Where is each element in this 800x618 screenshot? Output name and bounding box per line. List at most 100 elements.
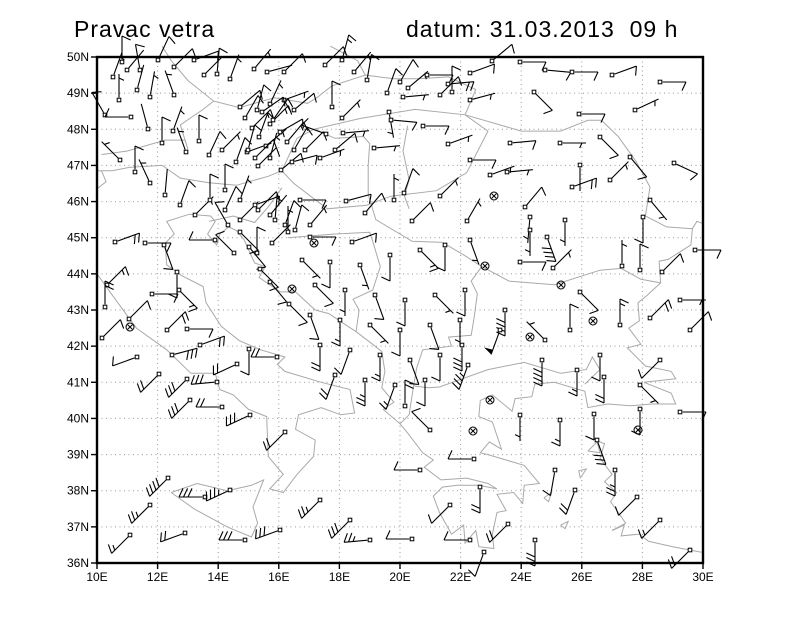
wind-barb [489,191,499,201]
wind-barb [431,352,443,382]
wind-barb [339,287,348,316]
lon-tick-label: 14E [208,570,229,584]
wind-barb [188,231,218,243]
wind-barb [456,287,468,317]
wind-barb [233,137,252,165]
lat-tick-label: 45N [67,231,89,245]
wind-barb [467,63,495,76]
wind-barbs [91,34,722,577]
wind-barb [138,159,153,186]
wind-barb [385,530,415,542]
wind-barb [240,346,252,376]
lon-tick-label: 28E [632,570,653,584]
wind-barb [657,79,687,91]
wind-barb [267,80,284,107]
wind-barb [667,547,693,569]
wind-barb [302,131,328,153]
wind-barb [254,84,272,113]
wind-barb [214,47,228,77]
wind-barb [104,266,130,288]
wind-barb [396,297,408,327]
wind-barb [164,376,190,398]
wind-barb [588,316,598,326]
wind-barb [112,354,140,367]
wind-barb [567,303,579,333]
coastline [578,468,588,479]
wind-barb [176,127,189,155]
wind-barb [504,169,533,176]
lon-tick-label: 20E [389,570,410,584]
wind-barb [416,377,428,407]
lat-tick-label: 43N [67,303,89,317]
wind-barb [159,116,171,146]
wind-barb [262,429,288,451]
coastline [170,478,265,538]
wind-barb [372,292,385,320]
wind-barb [334,347,353,375]
wind-barb [297,197,327,209]
wind-barb [541,234,557,262]
wind-barb [250,348,280,360]
axis-ticks-labels: 50N 49N 48N 47N 46N 45N 44N 43N 42N 41N 40N 39N 38N 3… [67,50,714,584]
wind-barb [162,169,168,198]
wind-barb [400,94,429,101]
wind-barb [339,34,357,63]
lat-tick-label: 39N [67,448,89,462]
wind-barb [437,177,459,199]
lat-tick-label: 47N [67,158,89,172]
wind-barb [149,291,179,303]
wind-barb [145,475,171,497]
wind-barb [269,224,291,246]
wind-barb [176,287,198,313]
wind-barb [317,148,345,161]
wind-barb [471,484,483,514]
wind-barb [147,71,159,100]
lat-tick-label: 50N [67,50,89,64]
wind-barb [343,193,372,204]
coastline [365,74,477,115]
wind-barb [287,284,297,294]
wind-barb [215,230,237,256]
wind-barb [242,95,264,121]
coastline [586,436,627,531]
wind-barb [525,332,535,342]
wind-barb [585,411,597,441]
wind-barb [454,317,463,346]
wind-barb [102,280,114,310]
lat-tick-label: 42N [67,339,89,353]
wind-barb [126,300,152,322]
chart-date-label: datum: 31.03.2013 09 h [406,16,679,42]
wind-barb [595,374,607,404]
wind-barb [307,312,320,340]
wind-barb [270,98,294,123]
lat-tick-label: 37N [67,520,89,534]
wind-barb [218,531,248,543]
wind-barb [196,114,208,144]
wind-barb [556,280,566,290]
wind-barb [381,252,393,282]
wind-barb [559,217,568,246]
wind-barb [252,139,278,161]
lat-tick-label: 44N [67,267,89,281]
wind-barb [164,311,190,333]
wind-barb [577,289,599,315]
wind-barb [125,322,135,332]
wind-barb [307,234,337,246]
wind-barb [170,106,185,134]
wind-barb [609,65,637,78]
wind-barb [687,311,713,333]
wind-barb [391,327,403,357]
wind-barb [634,214,646,244]
wind-barb [167,397,193,419]
lat-tick-label: 36N [67,556,89,570]
wind-barb [364,53,380,83]
lat-tick-label: 41N [67,375,89,389]
wind-barb [388,117,418,131]
wind-barb [557,140,586,149]
wind-barb [195,398,225,410]
wind-barb [160,530,188,543]
wind-barb [312,282,334,308]
wind-barb [197,335,225,348]
wind-barb [453,342,465,372]
